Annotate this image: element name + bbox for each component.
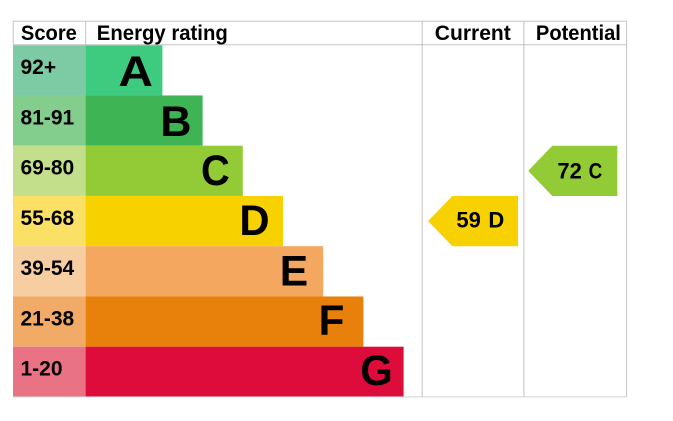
svg-text:A: A	[118, 48, 153, 96]
svg-text:39-54: 39-54	[21, 257, 75, 280]
svg-text:D: D	[488, 207, 504, 232]
svg-text:E: E	[280, 247, 308, 295]
svg-text:Potential: Potential	[536, 22, 621, 45]
svg-text:55-68: 55-68	[21, 207, 75, 230]
svg-text:C: C	[589, 158, 603, 183]
svg-text:81-91: 81-91	[21, 106, 75, 129]
svg-text:G: G	[360, 347, 393, 395]
svg-text:F: F	[319, 297, 345, 345]
svg-text:21-38: 21-38	[21, 307, 75, 330]
svg-text:59: 59	[456, 207, 480, 232]
svg-text:69-80: 69-80	[21, 157, 75, 180]
svg-text:Score: Score	[21, 22, 77, 45]
svg-text:72: 72	[557, 158, 581, 183]
svg-text:D: D	[239, 197, 269, 245]
svg-text:1-20: 1-20	[21, 358, 63, 381]
svg-text:C: C	[201, 147, 230, 195]
svg-text:92+: 92+	[21, 56, 57, 79]
svg-text:Current: Current	[435, 22, 511, 45]
svg-text:B: B	[160, 98, 191, 146]
svg-text:Energy rating: Energy rating	[97, 22, 228, 45]
